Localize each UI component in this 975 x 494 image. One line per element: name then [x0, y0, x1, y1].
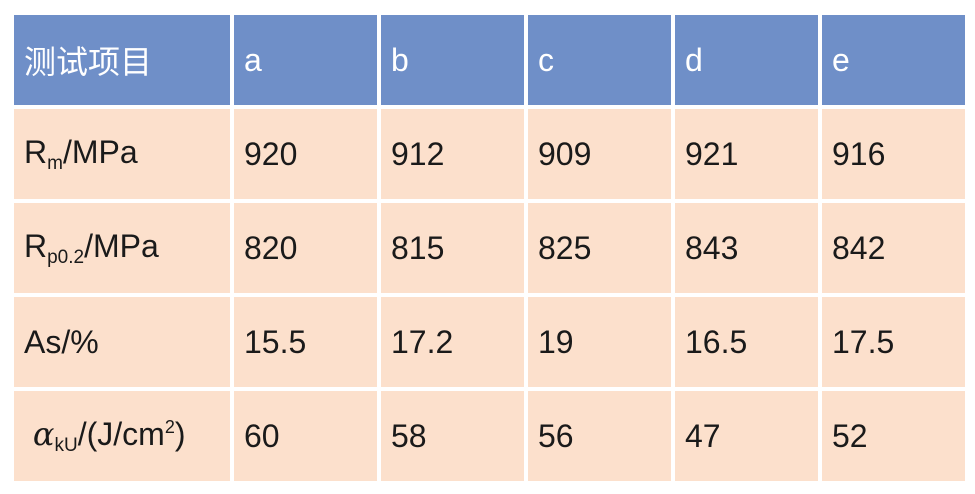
table-cell: 842	[822, 203, 965, 293]
label-sub: kU	[54, 435, 78, 456]
table-cell: 16.5	[675, 297, 818, 387]
label-sup: 2	[164, 417, 175, 437]
table-row: αkU/(J/cm2) 60 58 56 47 52	[14, 391, 965, 481]
table-cell: 843	[675, 203, 818, 293]
table-cell: 909	[528, 109, 671, 199]
table-row: Rm/MPa 920 912 909 921 916	[14, 109, 965, 199]
table-cell: 825	[528, 203, 671, 293]
row-label: Rm/MPa	[14, 109, 230, 199]
row-label: As/%	[14, 297, 230, 387]
table-cell: 47	[675, 391, 818, 481]
table-cell: 815	[381, 203, 524, 293]
header-cell: d	[675, 15, 818, 105]
table-cell: 916	[822, 109, 965, 199]
table-cell: 820	[234, 203, 377, 293]
table-cell: 921	[675, 109, 818, 199]
header-cell: 测试项目	[14, 15, 230, 105]
row-label: αkU/(J/cm2)	[14, 391, 230, 481]
header-cell: e	[822, 15, 965, 105]
row-label: Rp0.2/MPa	[14, 203, 230, 293]
table-cell: 912	[381, 109, 524, 199]
header-cell: b	[381, 15, 524, 105]
table-row: Rp0.2/MPa 820 815 825 843 842	[14, 203, 965, 293]
table-cell: 19	[528, 297, 671, 387]
table-cell: 56	[528, 391, 671, 481]
results-table: 测试项目 a b c d e Rm/MPa 920 912 909 921 91…	[10, 11, 969, 485]
table-cell: 52	[822, 391, 965, 481]
label-main: R	[24, 133, 48, 170]
label-main: R	[24, 227, 48, 264]
table-cell: 920	[234, 109, 377, 199]
table-cell: 17.5	[822, 297, 965, 387]
label-end: )	[174, 416, 186, 452]
table-cell: 60	[234, 391, 377, 481]
label-unit: /MPa	[62, 133, 138, 170]
label-unit: /(J/cm	[77, 416, 165, 452]
label-sub: m	[47, 152, 63, 174]
table-cell: 17.2	[381, 297, 524, 387]
table-row: As/% 15.5 17.2 19 16.5 17.5	[14, 297, 965, 387]
table-cell: 58	[381, 391, 524, 481]
header-row: 测试项目 a b c d e	[14, 15, 965, 105]
header-cell: a	[234, 15, 377, 105]
label-main: α	[32, 415, 55, 453]
table-cell: 15.5	[234, 297, 377, 387]
label-unit: /MPa	[84, 227, 159, 264]
label-sub: p0.2	[47, 246, 85, 268]
header-cell: c	[528, 15, 671, 105]
